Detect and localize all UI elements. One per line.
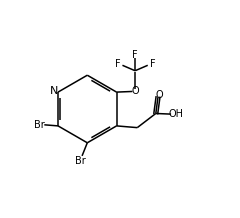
Text: F: F — [150, 60, 155, 69]
Text: N: N — [50, 87, 58, 96]
Text: F: F — [115, 60, 120, 69]
Text: Br: Br — [75, 156, 86, 166]
Text: O: O — [131, 87, 139, 96]
Text: O: O — [156, 90, 163, 100]
Text: Br: Br — [34, 120, 45, 130]
Text: OH: OH — [168, 109, 184, 119]
Text: F: F — [132, 50, 138, 60]
